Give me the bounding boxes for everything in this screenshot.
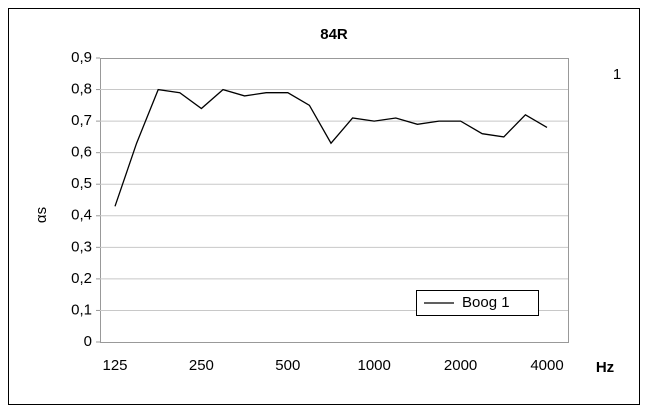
- x-tick-label: 2000: [444, 357, 477, 374]
- x-tick-label: 500: [275, 357, 300, 374]
- y-tick-label: 0,9: [71, 49, 92, 66]
- x-axis-label: Hz: [596, 359, 614, 376]
- legend-label: Boog 1: [462, 294, 510, 311]
- y-tick-label: 0: [84, 333, 92, 350]
- x-tick-label: 250: [189, 357, 214, 374]
- annotation: 1: [613, 66, 621, 83]
- y-tick-label: 0,6: [71, 144, 92, 161]
- y-axis-label: αs: [33, 207, 50, 223]
- y-tick-label: 0,5: [71, 175, 92, 192]
- y-tick-label: 0,3: [71, 238, 92, 255]
- x-tick-label: 4000: [530, 357, 563, 374]
- y-tick-label: 0,8: [71, 81, 92, 98]
- x-tick-label: 1000: [358, 357, 391, 374]
- y-tick-label: 0,1: [71, 301, 92, 318]
- y-tick-label: 0,2: [71, 270, 92, 287]
- y-tick-label: 0,7: [71, 112, 92, 129]
- y-tick-label: 0,4: [71, 207, 92, 224]
- x-tick-label: 125: [102, 357, 127, 374]
- chart-title: 84R: [320, 26, 348, 43]
- series-line: [114, 88, 548, 207]
